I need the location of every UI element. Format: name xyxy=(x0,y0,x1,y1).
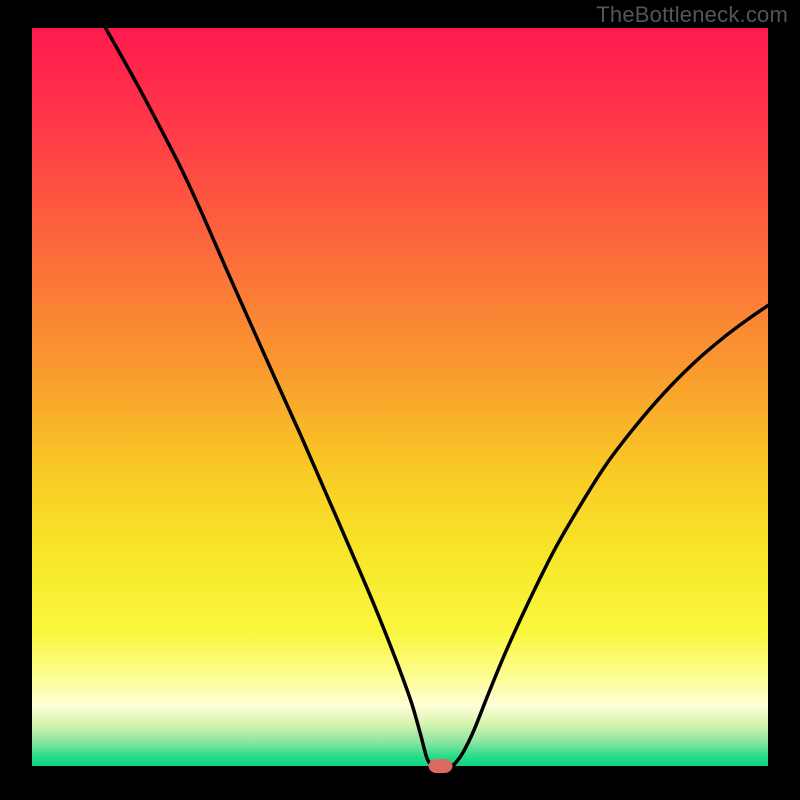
chart-frame: TheBottleneck.com xyxy=(0,0,800,800)
bottleneck-chart-svg xyxy=(0,0,800,800)
watermark-text: TheBottleneck.com xyxy=(596,2,788,28)
optimal-point-marker xyxy=(428,759,452,773)
